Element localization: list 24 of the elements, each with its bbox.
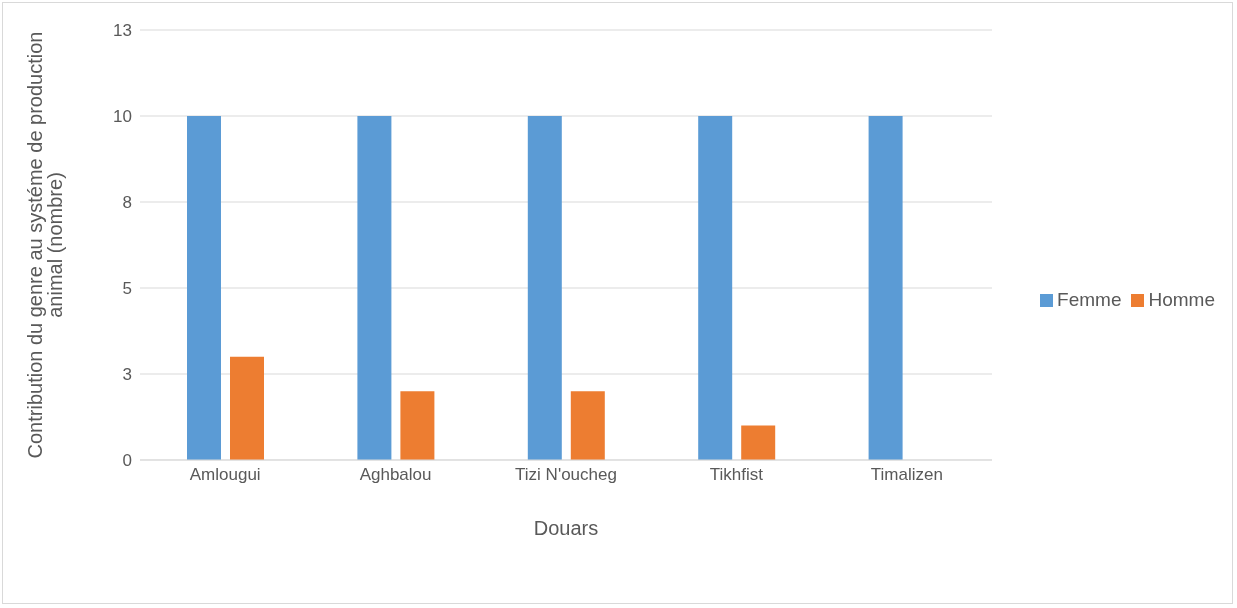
x-tick-label: Tikhfist	[709, 465, 764, 485]
y-tick-label: 13	[113, 21, 132, 41]
legend-label: Homme	[1148, 289, 1215, 310]
y-tick-label: 10	[113, 107, 132, 127]
bar	[357, 116, 392, 460]
bar	[570, 391, 605, 460]
x-axis-title: Douars	[533, 517, 599, 539]
x-tick-label: Timalizen	[870, 465, 943, 485]
x-tick-label: Amlougui	[189, 465, 261, 485]
legend-label: Femme	[1057, 289, 1122, 310]
bar	[868, 116, 903, 460]
bar	[230, 356, 264, 460]
bar	[187, 116, 221, 460]
bar	[741, 425, 776, 460]
y-tick-label: 0	[122, 451, 132, 471]
x-tick-label: Tizi N'oucheg	[515, 465, 617, 485]
bar	[698, 116, 733, 460]
y-tick-label: 3	[122, 365, 132, 385]
bar	[527, 116, 562, 460]
bar	[400, 391, 435, 460]
x-tick-label: Aghbalou	[359, 465, 432, 485]
y-tick-label: 5	[122, 279, 132, 299]
y-tick-label: 8	[122, 193, 132, 213]
y-axis-title: Contribution du genre au systéme de production animal (nombre)	[24, 31, 67, 459]
